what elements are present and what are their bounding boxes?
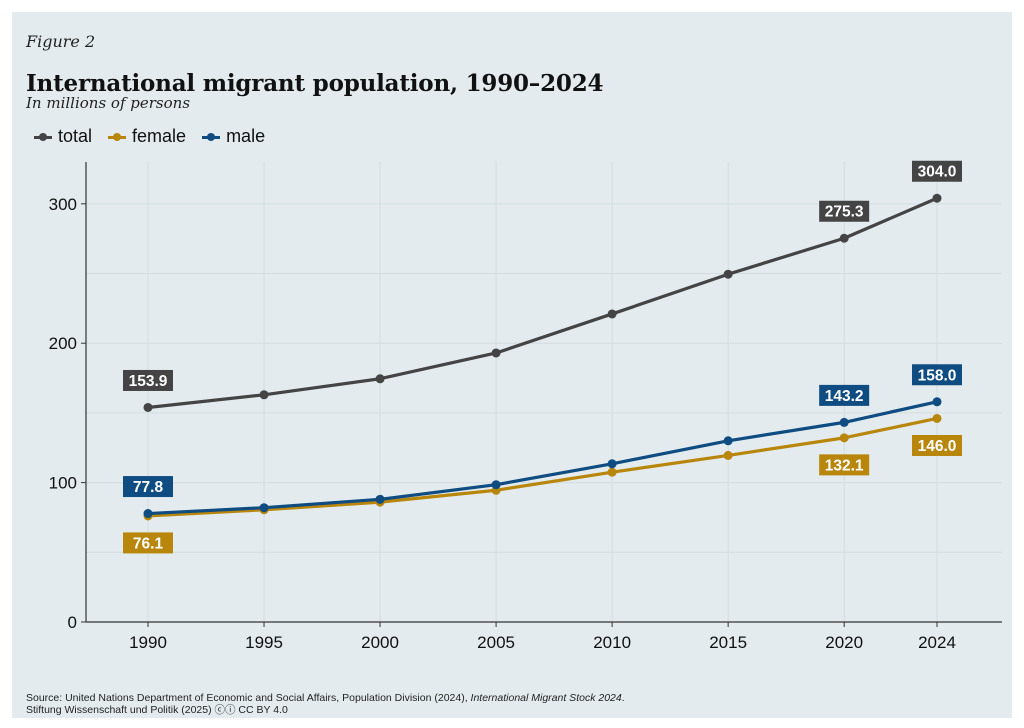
data-label-female: 146.0 [918,438,957,455]
data-label-total: 275.3 [825,204,864,221]
data-label-box-male [123,476,173,498]
data-point-female [607,467,617,477]
data-point-total [375,374,385,384]
x-tick-label: 1990 [129,633,167,652]
legend-key-male [202,131,221,143]
data-point-male [143,509,153,519]
data-point-male [491,480,501,490]
data-point-total [839,233,849,243]
x-tick-label: 2005 [477,633,515,652]
x-tick-label: 2010 [593,633,631,652]
data-point-male [839,417,849,427]
legend-label-male: male [226,126,266,146]
y-tick-label: 0 [68,613,77,632]
data-label-male: 143.2 [825,388,864,405]
legend-item-female: female [108,126,186,147]
y-tick-label: 300 [49,195,77,214]
data-point-female [932,413,942,423]
source-publication: International Migrant Stock 2024 [470,692,622,704]
legend-key-total [34,131,52,143]
data-label-box-total [123,369,173,391]
data-point-male [375,494,385,504]
data-label-female: 76.1 [133,535,164,552]
source-line-1: Source: United Nations Department of Eco… [26,692,625,704]
source-suffix: . [621,692,625,704]
data-point-male [723,436,733,446]
figure-panel [12,12,1012,718]
data-label-box-female [819,454,870,476]
x-tick-label: 2020 [825,633,863,652]
source-line-2: Stiftung Wissenschaft und Politik (2025)… [26,704,288,716]
data-label-box-female [123,532,173,554]
legend-label-female: female [132,126,187,146]
data-point-male [932,397,942,407]
data-label-male: 158.0 [918,367,957,384]
series-line-male [146,400,939,516]
data-label-total: 153.9 [129,373,168,390]
y-tick-label: 200 [49,334,77,353]
figure-label: Figure 2 [26,32,96,51]
x-tick-label: 2000 [361,633,399,652]
data-point-total [607,309,617,319]
data-point-total [723,269,733,279]
x-tick-label: 2015 [709,633,747,652]
x-tick-label: 2024 [918,633,956,652]
legend-key-female [108,131,127,143]
data-label-female: 132.1 [825,457,864,474]
legend-item-male: male [202,126,265,147]
data-label-box-male [819,384,870,406]
data-point-male [607,459,617,469]
source-prefix: Source: United Nations Department of Eco… [26,692,471,704]
data-label-male: 77.8 [133,479,164,496]
legend-label-total: total [58,126,93,146]
x-tick-label: 1995 [245,633,283,652]
data-point-total [932,193,942,203]
data-label-box-total [912,160,962,182]
data-point-total [143,402,153,412]
chart-title: International migrant population, 1990–2… [26,70,604,97]
data-point-total [259,390,269,400]
data-point-male [259,503,269,513]
series-line-total [146,196,939,410]
source-note: Source: United Nations Department of Eco… [26,692,625,716]
data-point-female [839,433,849,443]
data-point-total [491,348,501,358]
data-label-box-male [912,364,962,386]
chart-subtitle: In millions of persons [26,94,191,112]
data-label-box-total [819,200,870,222]
series-line-female [146,416,939,518]
data-label-total: 304.0 [918,164,957,181]
data-point-female [723,450,733,460]
legend-item-total: total [34,126,92,147]
y-tick-label: 100 [49,474,77,493]
legend: total female male [34,126,265,147]
data-label-box-female [912,434,962,456]
